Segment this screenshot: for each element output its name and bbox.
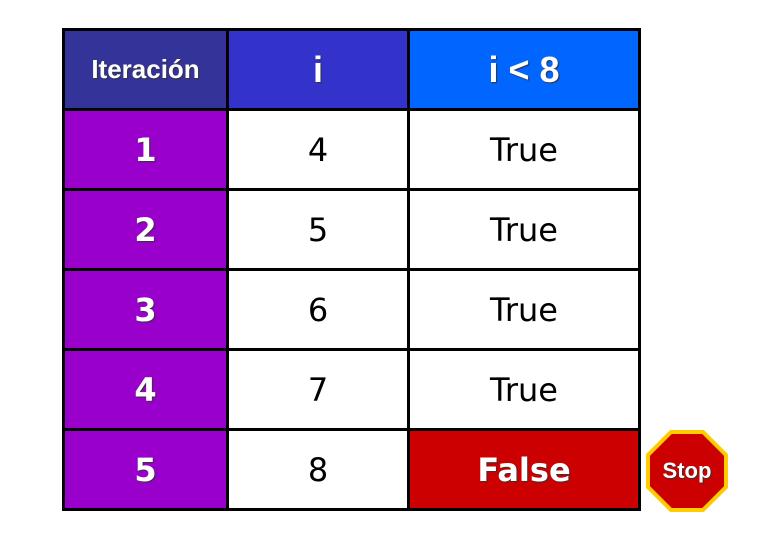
table-row: 5 8 False — [62, 428, 641, 511]
stop-sign-icon — [646, 430, 728, 512]
table-row: 4 7 True — [62, 348, 641, 431]
i-cell: 6 — [226, 268, 410, 351]
header-row: Iteración i i < 8 — [62, 28, 641, 111]
iteration-table: Iteración i i < 8 1 4 True 2 5 True 3 6 … — [62, 28, 641, 511]
table-row: 1 4 True — [62, 108, 641, 191]
stop-sign: Stop — [646, 430, 728, 512]
header-condition: i < 8 — [407, 28, 641, 111]
i-cell: 7 — [226, 348, 410, 431]
condition-cell: True — [407, 188, 641, 271]
condition-cell: True — [407, 108, 641, 191]
table-row: 3 6 True — [62, 268, 641, 351]
table-row: 2 5 True — [62, 188, 641, 271]
header-iteration: Iteración — [62, 28, 229, 111]
iteration-cell: 5 — [62, 428, 229, 511]
iteration-cell: 2 — [62, 188, 229, 271]
header-i: i — [226, 28, 410, 111]
iteration-cell: 3 — [62, 268, 229, 351]
i-cell: 4 — [226, 108, 410, 191]
i-cell: 8 — [226, 428, 410, 511]
stop-label: Stop — [662, 458, 712, 483]
condition-cell-false: False — [407, 428, 641, 511]
iteration-cell: 1 — [62, 108, 229, 191]
i-cell: 5 — [226, 188, 410, 271]
condition-cell: True — [407, 268, 641, 351]
condition-cell: True — [407, 348, 641, 431]
iteration-cell: 4 — [62, 348, 229, 431]
